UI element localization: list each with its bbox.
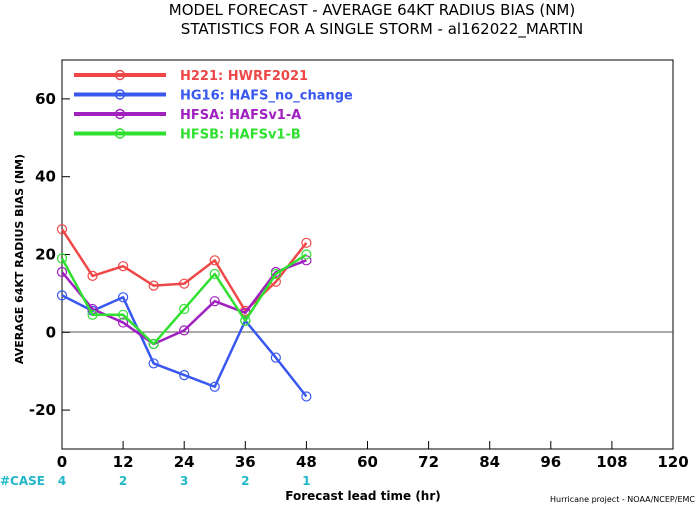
case-count-label: 3 — [180, 474, 188, 488]
legend-marker — [114, 128, 126, 139]
x-tick-label: 96 — [540, 453, 561, 471]
case-count-label: 2 — [241, 474, 249, 488]
chart-title: MODEL FORECAST - AVERAGE 64KT RADIUS BIA… — [169, 1, 575, 19]
x-tick-label: 120 — [657, 453, 688, 471]
y-axis-label: AVERAGE 64KT RADIUS BIAS (NM) — [13, 154, 26, 364]
case-count-label: 2 — [119, 474, 127, 488]
series-line — [60, 253, 308, 346]
series-layer — [56, 224, 312, 402]
data-point-marker — [117, 261, 129, 272]
x-tick-label: 108 — [596, 453, 627, 471]
x-tick-label: 72 — [418, 453, 439, 471]
data-point-marker — [209, 268, 220, 280]
y-tick-label: -20 — [29, 401, 56, 419]
data-point-marker — [270, 352, 281, 363]
legend-label: HFSB: HAFSv1-B — [180, 128, 301, 143]
x-tick-label: 60 — [357, 453, 378, 471]
series-line — [61, 294, 308, 398]
x-tick-label: 0 — [57, 453, 67, 471]
x-axis-label: Forecast lead time (hr) — [285, 489, 441, 503]
data-point-marker — [179, 369, 190, 381]
data-point-marker — [56, 266, 68, 278]
legend-marker — [114, 69, 126, 81]
x-tick-label: 36 — [235, 453, 256, 471]
series-line — [60, 228, 308, 313]
axis-ticks: 0 12 24 36 48 60 72 84 96 108 120 -20 0 20 40 60 — [29, 90, 689, 471]
case-label: #CASE — [0, 474, 45, 488]
data-point-marker — [87, 270, 98, 281]
data-point-marker — [179, 303, 190, 315]
chart-subtitle: STATISTICS FOR A SINGLE STORM - al162022… — [181, 20, 583, 39]
legend-label: H221: HWRF2021 — [180, 69, 308, 84]
data-point-marker — [56, 290, 68, 301]
y-tick-label: 40 — [35, 168, 56, 186]
data-point-marker — [148, 280, 159, 291]
series-line — [61, 259, 307, 346]
data-point-marker — [301, 249, 312, 260]
data-point-marker — [117, 309, 129, 320]
legend-label: HG16: HAFS_no_change — [180, 89, 353, 104]
case-count-label: 4 — [58, 474, 66, 488]
legend-marker — [114, 108, 126, 120]
data-point-marker — [209, 381, 220, 392]
data-point-marker — [179, 325, 190, 336]
case-count-label: 1 — [302, 474, 310, 488]
x-tick-label: 84 — [479, 453, 500, 471]
data-point-marker — [117, 292, 129, 303]
legend-label: HFSA: HAFSv1-A — [180, 108, 301, 123]
data-point-marker — [56, 253, 68, 264]
data-point-marker — [148, 358, 159, 369]
data-point-marker — [301, 391, 312, 402]
credit-text: Hurricane project - NOAA/NCEP/EMC — [550, 495, 695, 504]
x-tick-label: 12 — [113, 453, 134, 471]
y-tick-label: 0 — [46, 323, 56, 341]
data-point-marker — [301, 237, 312, 248]
case-counts: 4 2 3 2 1 — [58, 474, 311, 488]
y-tick-label: 20 — [35, 246, 56, 264]
data-point-marker — [270, 268, 281, 280]
data-point-marker — [87, 309, 98, 320]
data-point-marker — [209, 255, 220, 266]
data-point-marker — [117, 317, 129, 328]
series-group — [56, 255, 312, 350]
data-point-marker — [209, 296, 220, 307]
data-point-marker — [179, 278, 190, 289]
x-tick-label: 48 — [296, 453, 317, 471]
legend-marker — [114, 89, 126, 100]
y-tick-label: 60 — [35, 90, 56, 108]
plot-frame — [61, 59, 674, 450]
data-point-marker — [240, 315, 251, 326]
data-point-marker — [148, 338, 159, 350]
data-point-marker — [56, 224, 68, 235]
series-group — [56, 249, 312, 350]
x-tick-label: 24 — [174, 453, 195, 471]
legend: H221: HWRF2021 HG16: HAFS_no_change HFSA: … — [74, 69, 353, 143]
